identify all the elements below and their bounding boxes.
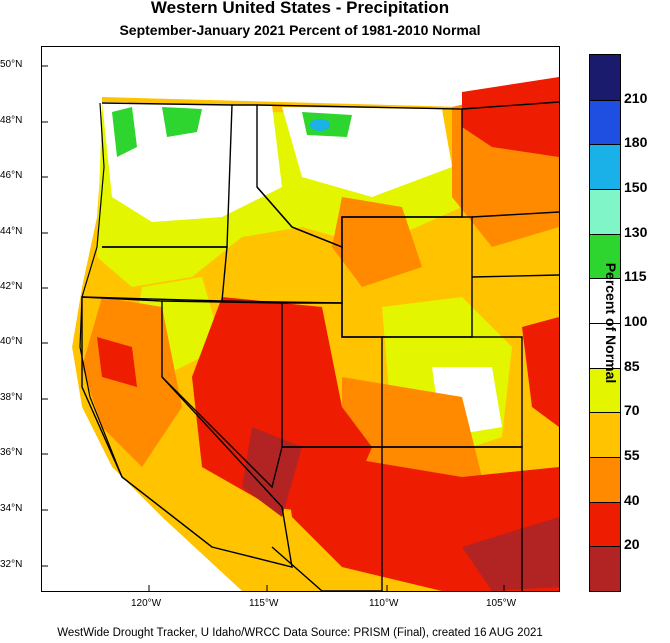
- legend-bin: [590, 233, 620, 279]
- legend-separator: [590, 99, 620, 101]
- lat-label-40: 40°N: [0, 336, 23, 347]
- precipitation-map: [41, 46, 560, 592]
- legend-label: 55: [624, 447, 640, 463]
- legend-bin: [590, 501, 620, 547]
- legend-label: 85: [624, 357, 640, 374]
- map-canvas: [42, 47, 559, 591]
- pacific-ocean: [42, 47, 242, 591]
- legend-separator: [590, 367, 620, 369]
- legend-separator: [590, 278, 620, 280]
- legend-label: 40: [624, 491, 640, 508]
- legend-label: 210: [624, 89, 648, 106]
- lon-ticks: [148, 585, 505, 591]
- legend-label: 115: [624, 268, 647, 285]
- region-115-130-olympic: [112, 107, 137, 157]
- region-150-180-idaho: [310, 119, 330, 131]
- lat-label-44: 44°N: [0, 226, 23, 237]
- region-0-20-new-mexico: [462, 517, 559, 591]
- legend-bin: [590, 546, 620, 591]
- region-115-130-cascades: [162, 107, 202, 137]
- legend-title: Percent of Normal: [603, 262, 619, 384]
- border-new-mexico: [382, 446, 523, 591]
- legend-bin: [590, 144, 620, 189]
- lon-label-110: 110°W: [369, 598, 399, 609]
- legend-separator: [590, 457, 620, 458]
- lat-label-36: 36°N: [0, 447, 23, 458]
- legend-label: 130: [624, 223, 648, 240]
- region-20-40-dakotas: [462, 77, 559, 157]
- region-20-40-norcal: [97, 337, 137, 387]
- legend-bin: [590, 457, 620, 502]
- region-20-40-plains: [522, 317, 559, 427]
- coastline: [79, 102, 213, 548]
- legend-label: 70: [624, 402, 640, 419]
- lat-label-50: 50°N: [0, 59, 23, 70]
- legend-separator: [590, 189, 620, 190]
- legend-separator: [590, 144, 620, 146]
- lon-label-120: 120°W: [131, 598, 162, 609]
- legend-label: 150: [624, 179, 648, 195]
- legend-separator: [590, 233, 620, 235]
- lat-ticks: [42, 65, 48, 567]
- legend-separator: [590, 412, 620, 414]
- border-canada-east: [461, 101, 559, 110]
- legend-bin: [590, 412, 620, 457]
- legend-label: 20: [624, 536, 640, 553]
- border-dakotas-nebraska: [471, 211, 559, 218]
- legend-separator: [590, 501, 620, 503]
- legend-bin: [590, 99, 620, 145]
- lat-label-34: 34°N: [0, 503, 23, 514]
- legend-label: 100: [624, 313, 648, 329]
- legend-label: 180: [624, 134, 648, 151]
- credit-line: WestWide Drought Tracker, U Idaho/WRCC D…: [57, 627, 543, 639]
- border-nebraska-kansas: [471, 274, 559, 278]
- map-subtitle: September-January 2021 Percent of 1981-2…: [119, 22, 481, 38]
- lat-label-48: 48°N: [0, 115, 23, 126]
- legend-bin: [590, 278, 620, 323]
- lon-label-115: 115°W: [249, 598, 279, 609]
- state-borders: [81, 101, 559, 591]
- lon-label-105: 105°W: [486, 598, 517, 609]
- legend-bin: [590, 189, 620, 234]
- color-legend: [589, 54, 621, 592]
- legend-separator: [590, 323, 620, 324]
- region-40-55-wyoming: [332, 197, 422, 287]
- lat-label-32: 32°N: [0, 559, 23, 570]
- map-title: Western United States - Precipitation: [150, 0, 450, 17]
- legend-separator: [590, 546, 620, 548]
- region-85-115-washington: [102, 102, 282, 222]
- lat-label-46: 46°N: [0, 170, 23, 181]
- legend-bin: [590, 55, 620, 100]
- border-california: [81, 296, 293, 568]
- lat-label-42: 42°N: [0, 281, 23, 292]
- border-oregon: [81, 246, 228, 302]
- legend-bin: [590, 323, 620, 368]
- lat-label-38: 38°N: [0, 392, 23, 403]
- legend-bin: [590, 367, 620, 413]
- region-0-20-mojave: [242, 427, 302, 517]
- border-arizona: [271, 446, 383, 591]
